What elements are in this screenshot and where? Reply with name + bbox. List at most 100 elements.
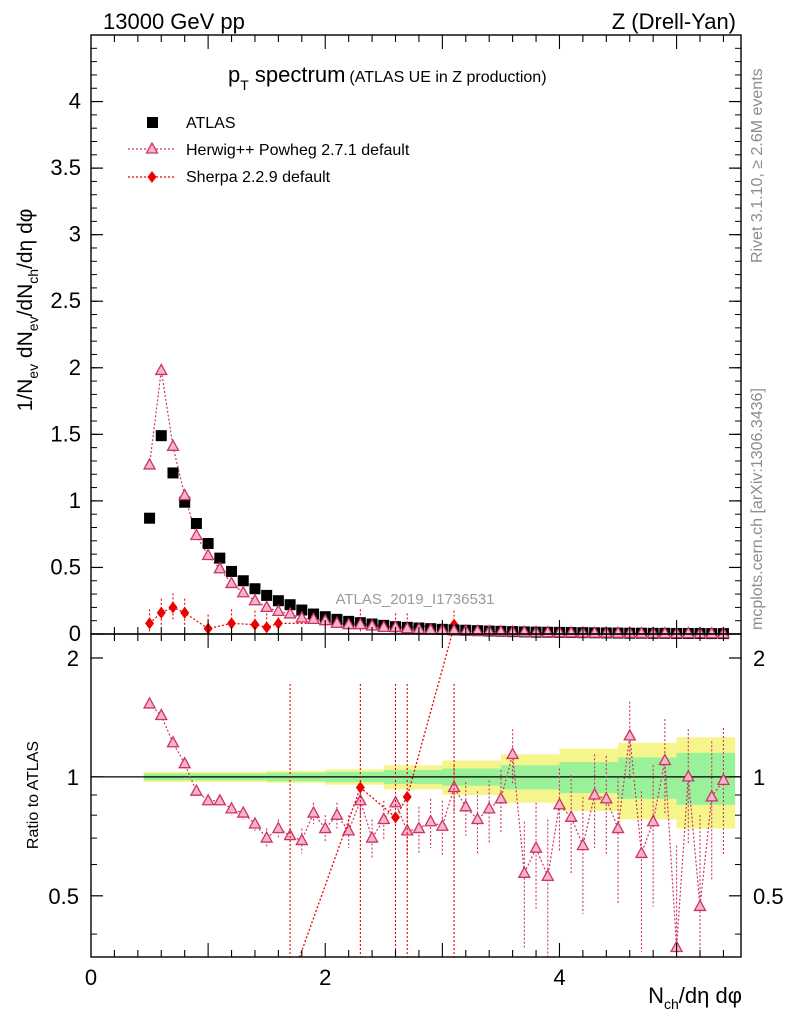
atlas-point [296,604,308,616]
atlas-point [167,467,179,479]
atlas-point [261,589,273,601]
title-rest: spectrum [249,62,346,87]
ratio-herwig-point [201,793,215,806]
herwig-point [224,576,239,589]
atlas-point [202,537,214,549]
legend-sherpa-label: Sherpa 2.2.9 default [186,169,331,186]
ratio-herwig-point [435,818,449,831]
herwig-point [330,616,344,629]
sherpa-point [250,618,260,631]
ratio-sherpa-point [286,977,295,989]
ratio-herwig-point [681,769,695,782]
plot-title: pT spectrum (ATLAS UE in Z production) [228,62,547,93]
ratio-herwig-point [224,801,239,814]
ratio-ytick-label-right: 2 [753,646,765,671]
ratio-herwig-point [482,801,496,814]
ratio-herwig-point [693,899,707,912]
herwig-point [248,593,262,606]
legend-herwig-label: Herwig++ Powheg 2.7.1 default [186,142,410,159]
herwig-point [236,585,250,598]
sherpa-point [156,606,166,619]
ratio-herwig-point [529,840,543,853]
main-ytick-label: 0.5 [50,554,81,579]
ratio-herwig-point [599,791,613,804]
ratio-herwig-point [716,773,731,786]
ratio-sherpa-point [355,781,365,794]
ratio-herwig-point [506,747,520,760]
ratio-ytick-label: 0.5 [48,884,79,909]
ratio-herwig-point [330,807,344,820]
main-ytick-label: 2 [69,355,81,380]
atlas-point [249,583,261,595]
main-ytick-label: 0 [69,621,81,646]
ratio-herwig-point [318,821,332,834]
main-ytick-label: 3 [69,222,81,247]
sherpa-point [168,601,178,614]
herwig-point [588,625,602,638]
sherpa-point [273,617,283,630]
herwig-point [271,604,285,617]
ratio-herwig-point [658,753,672,766]
ratio-herwig-point [166,735,180,748]
ratio-xtick-label: 0 [85,965,97,990]
herwig-point [260,600,274,613]
ratio-herwig-point [623,728,637,741]
ratio-herwig-point [424,814,438,827]
sherpa-point [262,621,272,634]
ratio-herwig-point [377,812,391,825]
atlas-point [214,552,226,564]
herwig-point [154,363,168,376]
watermark: ATLAS_2019_I1736531 [335,591,494,608]
atlas-point [155,430,167,442]
header-left: 13000 GeV pp [103,9,245,34]
ratio-herwig-point [236,805,250,818]
x-axis-label: Nch/dη dφ [648,983,742,1012]
herwig-point [295,610,309,623]
y-axis-label-ratio: Ratio to ATLAS [25,741,42,849]
atlas-point [272,595,284,607]
ratio-frame [90,633,742,958]
main-ytick-label: 1.5 [50,421,81,446]
herwig-point [142,457,157,470]
herwig-point [353,617,367,630]
ratio-ytick-label: 2 [67,646,79,671]
ratio-herwig-point [611,821,625,834]
ratio-herwig-point [552,797,567,810]
ratio-sherpa-point [391,811,401,824]
herwig-point [306,612,321,625]
herwig-point [377,619,391,632]
herwig-point [201,548,215,561]
herwig-point [681,626,695,639]
side-text-top: Rivet 3.1.10, ≥ 2.6M events [749,68,766,263]
sherpa-point [227,617,237,630]
herwig-point [705,626,719,639]
ratio-herwig-point [541,869,555,882]
ratio-herwig-point [517,865,531,878]
atlas-point [179,496,191,508]
herwig-point [283,606,297,619]
y-axis-label-main: 1/Nev dNev/dNch/dη dφ [14,209,41,412]
ratio-xtick-label: 4 [553,965,565,990]
ratio-sherpa-point [402,790,412,803]
herwig-point [634,626,649,639]
legend-herwig-marker [145,141,159,154]
ratio-ytick-label-right: 1 [753,765,765,790]
ratio-herwig-point [412,821,426,834]
herwig-point [213,561,227,574]
ratio-herwig-series [142,634,731,989]
ratio-herwig-point [154,708,168,721]
herwig-point [400,621,414,634]
ratio-panel: 0 2 4 0.5 0.5 1 1 2 2 [48,633,784,990]
main-ytick-label: 3.5 [50,155,81,180]
sherpa-point [180,606,190,619]
ratio-herwig-point [260,830,274,843]
herwig-point [611,625,625,638]
ratio-herwig-point [306,805,321,818]
title-suffix: (ATLAS UE in Z production) [349,69,546,86]
ratio-herwig-point [705,789,719,802]
atlas-point [190,518,202,530]
ratio-herwig-point [646,814,660,827]
herwig-point [189,528,204,541]
header-right: Z (Drell-Yan) [612,9,736,34]
